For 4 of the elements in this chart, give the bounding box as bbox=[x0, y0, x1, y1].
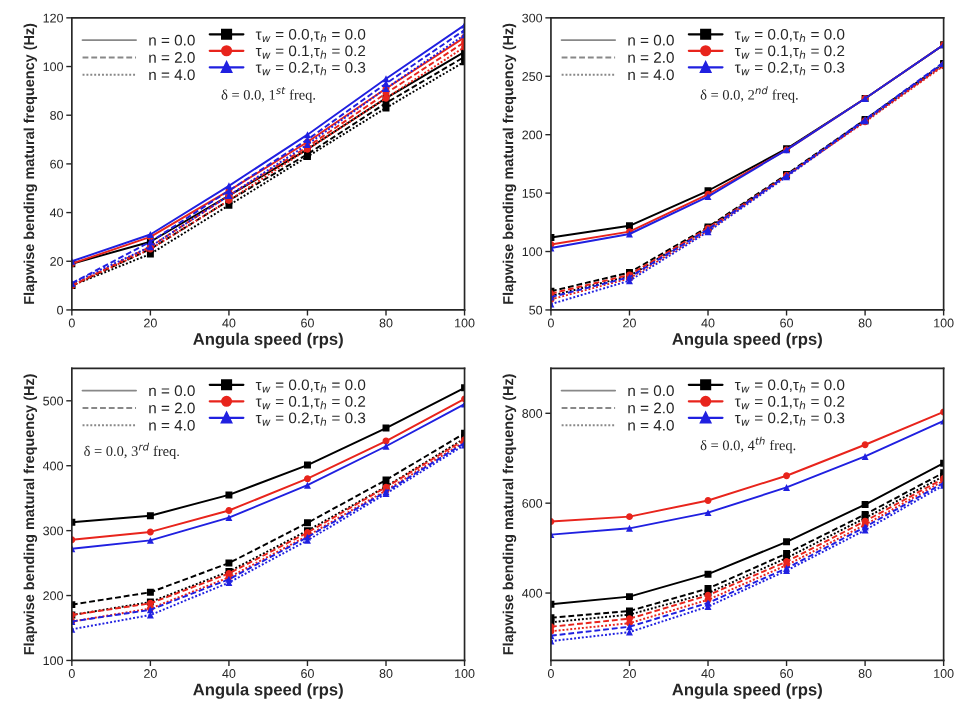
x-axis-title: Angula speed (rps) bbox=[193, 683, 343, 699]
x-axis-title: Angula speed (rps) bbox=[193, 332, 343, 349]
x-axis-title: Angula speed (rps) bbox=[672, 683, 822, 699]
x-axis-title: Angula speed (rps) bbox=[672, 332, 822, 349]
